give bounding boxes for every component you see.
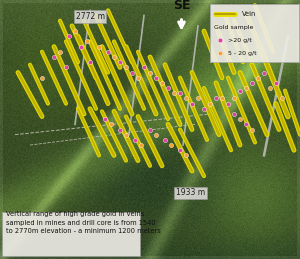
Point <box>256 76 260 80</box>
Bar <box>210 4 298 62</box>
Point <box>250 127 254 132</box>
Point <box>142 65 146 69</box>
Point <box>169 143 173 147</box>
Point <box>103 117 107 121</box>
Point <box>178 91 182 95</box>
Text: 5 - 20 g/t: 5 - 20 g/t <box>228 51 256 56</box>
Point <box>226 102 230 106</box>
Point <box>124 65 128 69</box>
Point <box>172 91 176 95</box>
Text: >20 g/t: >20 g/t <box>228 38 252 43</box>
Point <box>40 76 44 80</box>
Point <box>202 107 206 111</box>
Point <box>220 96 224 100</box>
Point <box>73 29 77 33</box>
Point <box>208 102 212 106</box>
Point <box>112 55 116 59</box>
Point <box>124 133 128 137</box>
Point <box>244 86 248 90</box>
Point <box>166 86 170 90</box>
Point <box>184 153 188 157</box>
Point <box>154 76 158 80</box>
Bar <box>2 212 140 256</box>
Point <box>133 138 137 142</box>
Point <box>58 50 62 54</box>
Point <box>160 81 164 85</box>
Point <box>85 39 89 44</box>
Point <box>196 96 200 100</box>
Point <box>106 50 110 54</box>
Point <box>148 127 152 132</box>
Point <box>238 117 242 121</box>
Point <box>118 60 122 64</box>
Text: 2772 m: 2772 m <box>76 12 104 21</box>
Point <box>268 86 272 90</box>
Point <box>214 96 218 100</box>
Point <box>218 51 222 55</box>
Point <box>118 127 122 132</box>
Point <box>262 70 266 75</box>
Point <box>244 122 248 126</box>
Point <box>88 60 92 64</box>
Point <box>139 143 143 147</box>
Text: SE: SE <box>173 0 190 12</box>
Point <box>274 81 278 85</box>
Text: Vertical range of high grade gold in veins
sampled in mines and drill core is fr: Vertical range of high grade gold in vei… <box>6 211 161 234</box>
Point <box>79 45 83 49</box>
Text: Gold sample: Gold sample <box>214 25 254 30</box>
Point <box>52 55 56 59</box>
Point <box>148 70 152 75</box>
Point <box>97 45 101 49</box>
Point <box>67 34 71 38</box>
Point <box>238 89 242 93</box>
Point <box>154 133 158 137</box>
Point <box>130 70 134 75</box>
Point <box>136 76 140 80</box>
Point <box>178 148 182 152</box>
Point <box>190 102 194 106</box>
Text: 1933 m: 1933 m <box>176 189 205 197</box>
Point <box>163 138 167 142</box>
Point <box>109 122 113 126</box>
Point <box>184 96 188 100</box>
Text: Vein: Vein <box>242 11 256 17</box>
Point <box>232 96 236 100</box>
Point <box>250 81 254 85</box>
Point <box>280 96 284 100</box>
Point <box>218 38 222 42</box>
Point <box>64 65 68 69</box>
Point <box>232 112 236 116</box>
